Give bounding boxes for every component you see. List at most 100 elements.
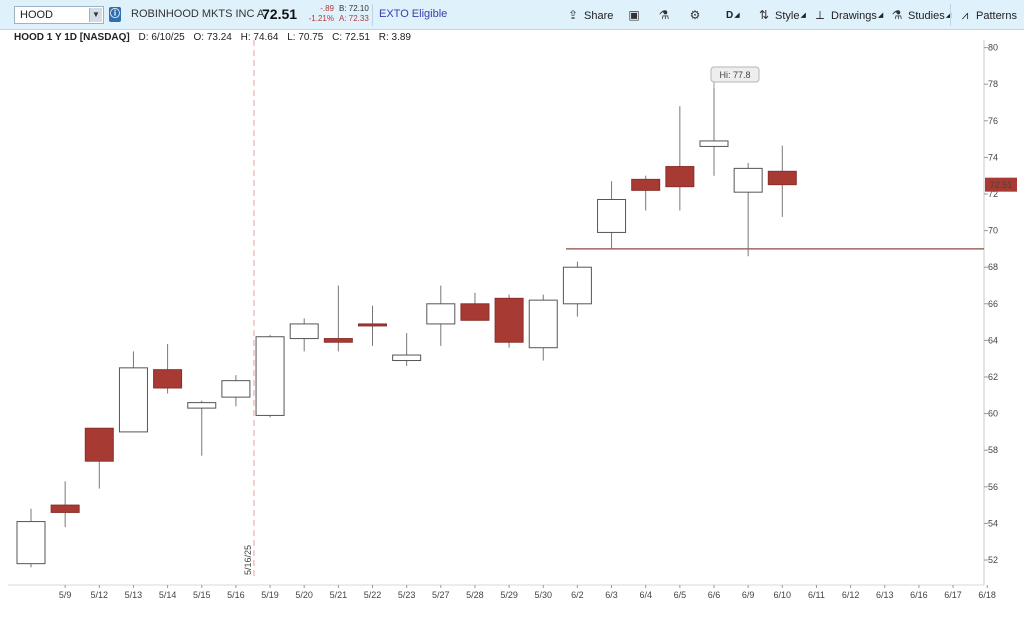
patterns-button[interactable]: ⩘ Patterns <box>958 5 1017 25</box>
candlestick <box>255 334 285 418</box>
candlestick <box>460 292 490 321</box>
x-tick-label: 5/13 <box>125 590 143 600</box>
share-icon: ⇪ <box>567 8 579 22</box>
caret-icon: ◢ <box>945 12 952 19</box>
x-tick-label: 5/29 <box>500 590 518 600</box>
studies-flask-icon: ⚗ <box>891 8 903 22</box>
aggregation-label: D <box>726 10 734 21</box>
candle-body <box>289 323 319 340</box>
axis-layer: 52 54 56 58 60 62 64 66 68 70 72 74 76 78 80 5/9 5/12 5/1… <box>59 43 998 600</box>
candle-body <box>562 266 592 305</box>
candlestick <box>16 508 46 568</box>
symbol-input[interactable]: HOOD ▼ <box>14 6 104 24</box>
x-tick-label: 6/5 <box>674 590 687 600</box>
last-price-tag <box>985 177 1017 192</box>
status-range: R: 3.89 <box>378 32 411 43</box>
studies-button[interactable]: ⚗ Studies◢ <box>890 5 951 25</box>
aggregation-button[interactable]: D◢ <box>726 5 740 25</box>
toolbar-divider <box>950 4 951 26</box>
candle-body <box>733 167 763 193</box>
candle-body <box>118 367 148 433</box>
chevron-down-icon[interactable]: ▼ <box>89 8 102 22</box>
y-tick-label: 64 <box>988 335 998 345</box>
candlestick <box>733 162 763 257</box>
x-tick-label: 5/12 <box>91 590 109 600</box>
y-tick-label: 72 <box>988 189 998 199</box>
gear-icon: ⚙ <box>689 8 701 22</box>
bid-price: B: 72.10 <box>339 4 369 13</box>
drawings-icon: ⟂ <box>815 8 824 22</box>
y-tick-label: 80 <box>988 43 998 53</box>
share-button[interactable]: ⇪ Share <box>566 5 613 25</box>
drawings-label: Drawings <box>831 10 877 22</box>
net-change-value: -.89 <box>320 4 334 13</box>
status-high: H: 74.64 <box>240 32 279 43</box>
x-tick-label: 5/28 <box>466 590 484 600</box>
chart-toolbar: HOOD ▼ ⓘ ROBINHOOD MKTS INC A 72.51 -.89… <box>0 0 1024 30</box>
flask-icon: ⚗ <box>658 8 670 22</box>
candlestick <box>699 87 729 176</box>
y-tick-label: 74 <box>988 152 998 162</box>
candlestick <box>221 375 251 407</box>
info-icon[interactable]: ⓘ <box>109 7 121 22</box>
candle-body <box>323 338 353 343</box>
net-change-percent: -1.21% <box>308 14 334 23</box>
x-tick-label: 5/9 <box>59 590 72 600</box>
caret-icon: ◢ <box>877 12 884 19</box>
candlestick <box>631 175 661 211</box>
candlestick <box>289 318 319 352</box>
x-tick-label: 5/16 <box>227 590 245 600</box>
annotation-layer: Hi: 77.8 72.51 <box>710 66 1017 192</box>
candlestick <box>528 294 558 361</box>
net-change: -.89 -1.21% <box>306 4 334 24</box>
last-price: 72.51 <box>262 6 298 22</box>
y-tick-label: 70 <box>988 226 998 236</box>
y-tick-label: 76 <box>988 116 998 126</box>
share-label: Share <box>584 10 614 22</box>
ask-price: A: 72.33 <box>339 14 369 23</box>
settings-button[interactable]: ⚙ <box>688 5 706 25</box>
status-close: C: 72.51 <box>332 32 370 43</box>
candlestick <box>358 305 387 346</box>
candle-body <box>528 299 558 349</box>
y-tick-label: 60 <box>988 409 998 419</box>
chart-status-line: HOOD 1 Y 1D [NASDAQ] D: 6/10/25 O: 73.24… <box>14 30 417 46</box>
candle-body <box>358 323 387 327</box>
flask-button[interactable]: ⚗ <box>657 5 675 25</box>
candlestick <box>50 481 80 528</box>
candle-body <box>597 198 627 233</box>
candlestick <box>767 145 797 217</box>
candle-body <box>392 354 422 362</box>
date-marker-label: 5/16/25 <box>243 545 253 575</box>
drawings-button[interactable]: ⟂ Drawings◢ <box>813 5 883 25</box>
y-tick-label: 68 <box>988 262 998 272</box>
x-tick-label: 6/3 <box>605 590 618 600</box>
exto-eligible-label[interactable]: EXTO Eligible <box>379 8 448 20</box>
x-tick-label: 6/12 <box>842 590 860 600</box>
hi-label-box <box>710 66 760 83</box>
snapshot-button[interactable]: ▣ <box>627 5 645 25</box>
candle-body <box>699 140 729 147</box>
style-button[interactable]: ⇅ Style◢ <box>757 5 806 25</box>
x-tick-label: 6/16 <box>910 590 928 600</box>
chart-symbol-description: HOOD 1 Y 1D [NASDAQ] <box>14 32 130 43</box>
x-tick-label: 6/18 <box>978 590 996 600</box>
x-tick-label: 6/2 <box>571 590 584 600</box>
status-low: L: 70.75 <box>287 32 324 43</box>
camera-icon: ▣ <box>628 8 640 22</box>
style-icon: ⇅ <box>758 8 770 22</box>
candle-layer[interactable] <box>16 87 797 568</box>
x-tick-label: 5/23 <box>398 590 416 600</box>
y-tick-label: 56 <box>988 482 998 492</box>
symbol-value: HOOD <box>20 9 53 21</box>
y-tick-label: 62 <box>988 372 998 382</box>
candlestick <box>392 333 422 367</box>
x-tick-label: 5/20 <box>295 590 313 600</box>
bid-ask: B: 72.10 A: 72.33 <box>339 4 369 24</box>
candle-body <box>221 380 251 398</box>
x-tick-label: 6/4 <box>639 590 652 600</box>
y-tick-label: 58 <box>988 445 998 455</box>
candle-body <box>767 170 797 186</box>
candlestick <box>494 294 524 348</box>
